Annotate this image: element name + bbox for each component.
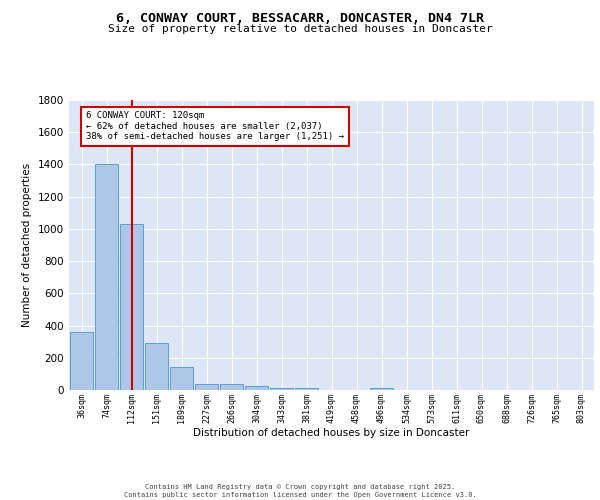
Bar: [270, 388, 293, 390]
Text: Contains HM Land Registry data © Crown copyright and database right 2025.
Contai: Contains HM Land Registry data © Crown c…: [124, 484, 476, 498]
Bar: [245, 386, 268, 390]
Bar: [370, 388, 393, 390]
Bar: [295, 388, 318, 390]
Bar: [170, 368, 193, 390]
Bar: [145, 344, 168, 390]
Bar: [220, 384, 243, 390]
Y-axis label: Number of detached properties: Number of detached properties: [22, 163, 32, 327]
Bar: [95, 164, 118, 390]
Bar: [195, 384, 218, 390]
Bar: [70, 332, 93, 390]
Bar: [120, 224, 143, 390]
Text: 6 CONWAY COURT: 120sqm
← 62% of detached houses are smaller (2,037)
38% of semi-: 6 CONWAY COURT: 120sqm ← 62% of detached…: [86, 112, 344, 141]
Text: Size of property relative to detached houses in Doncaster: Size of property relative to detached ho…: [107, 24, 493, 34]
Text: 6, CONWAY COURT, BESSACARR, DONCASTER, DN4 7LR: 6, CONWAY COURT, BESSACARR, DONCASTER, D…: [116, 12, 484, 26]
X-axis label: Distribution of detached houses by size in Doncaster: Distribution of detached houses by size …: [193, 428, 470, 438]
